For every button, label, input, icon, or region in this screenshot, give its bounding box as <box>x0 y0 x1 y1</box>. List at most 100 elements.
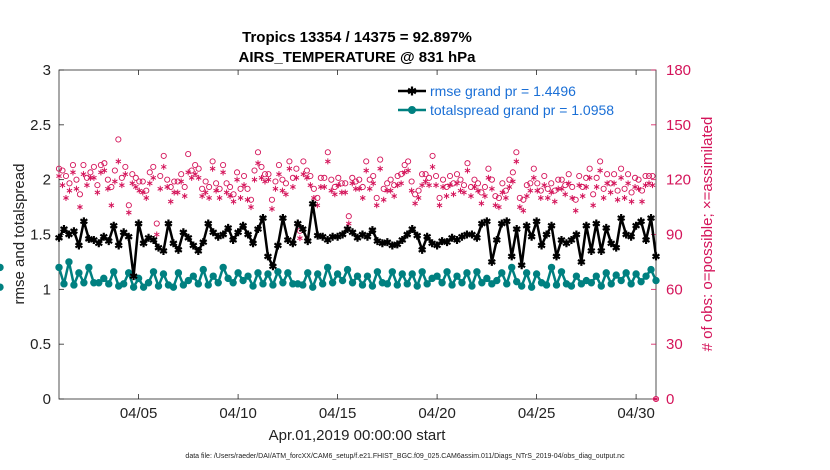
totalspread-point <box>517 282 526 290</box>
obs-assimilated-point <box>188 174 195 181</box>
obs-assimilated-point <box>122 171 129 178</box>
chart-subtitle: AIRS_TEMPERATURE @ 831 hPa <box>239 49 477 66</box>
obs-assimilated-point <box>251 176 258 183</box>
obs-assimilated-point <box>213 187 219 194</box>
rmse-point <box>482 217 491 226</box>
obs-assimilated-point <box>359 194 366 201</box>
obs-assimilated-point <box>527 187 534 194</box>
obs-possible-point <box>502 187 509 194</box>
totalspread-point <box>259 280 267 288</box>
obs-assimilated-point <box>450 191 457 198</box>
obs-assimilated-point <box>77 204 83 211</box>
rmse-point <box>617 214 626 223</box>
obs-assimilated-point <box>551 198 558 205</box>
totalspread-point <box>343 265 352 274</box>
obs-possible-point <box>150 163 157 170</box>
legend-rmse-star <box>407 86 417 96</box>
obs-possible-point <box>188 167 195 174</box>
obs-assimilated-point <box>349 180 356 187</box>
obs-possible-point <box>303 167 310 174</box>
legend-rmse-label: rmse grand pr = 1.4496 <box>430 83 576 99</box>
totalspread-point <box>393 281 401 289</box>
obs-assimilated-point <box>639 198 645 205</box>
rmse-point <box>433 241 442 250</box>
obs-possible-point <box>129 171 136 178</box>
obs-possible-point <box>492 193 499 200</box>
obs-possible-point <box>157 172 164 180</box>
obs-assimilated-point <box>614 196 621 203</box>
totalspread-point <box>413 282 421 290</box>
y-tick-label: 1 <box>43 281 51 298</box>
obs-possible-point <box>199 185 206 192</box>
obs-assimilated-point <box>625 180 631 187</box>
totalspread-point <box>244 272 252 280</box>
obs-assimilated-point <box>160 163 167 170</box>
obs-possible-point <box>115 136 122 143</box>
obs-possible-point <box>645 172 653 180</box>
obs-possible-point <box>586 165 593 172</box>
totalspread-point <box>433 272 441 280</box>
rmse-point <box>174 245 183 254</box>
obs-possible-point <box>143 187 150 194</box>
obs-assimilated-point <box>150 174 157 181</box>
obs-assimilated-point <box>206 194 212 201</box>
rmse-point <box>249 239 258 248</box>
obs-assimilated-point <box>454 180 460 187</box>
obs-assimilated-point <box>279 187 286 194</box>
rmse-point <box>408 225 417 234</box>
obs-possible-point <box>90 163 97 170</box>
totalspread-point <box>204 281 212 289</box>
totalspread-point <box>149 268 158 276</box>
obs-possible-point <box>481 183 488 191</box>
rmse-point <box>184 233 193 242</box>
obs-possible-point <box>307 172 314 180</box>
rmse-point <box>199 238 208 247</box>
obs-assimilated-point <box>220 169 226 176</box>
totalspread-point <box>617 276 625 285</box>
obs-possible-point <box>101 160 108 167</box>
y2-axis-label: # of obs: o=possible; ×=assimilated <box>699 117 716 352</box>
rmse-point <box>368 226 377 235</box>
rmse-point <box>487 257 496 266</box>
obs-assimilated-point <box>244 196 251 203</box>
obs-possible-point <box>275 161 282 169</box>
y-tick-label: 0.5 <box>30 336 51 353</box>
obs-assimilated-point <box>181 193 188 200</box>
rmse-point <box>363 232 372 241</box>
rmse-point <box>587 246 596 255</box>
totalspread-point <box>60 280 68 288</box>
rmse-point <box>234 228 243 237</box>
totalspread-point <box>323 263 332 272</box>
obs-assimilated-point <box>63 194 69 201</box>
legend-spread-label: totalspread grand pr = 1.0958 <box>430 102 614 118</box>
totalspread-point <box>274 268 282 276</box>
obs-assimilated-point <box>125 209 132 216</box>
obs-possible-point <box>118 174 125 181</box>
obs-assimilated-point <box>115 158 122 165</box>
x-tick-label: 04/20 <box>418 405 456 422</box>
totalspread-point <box>597 282 605 290</box>
totalspread-point <box>105 280 113 288</box>
obs-assimilated-point <box>583 183 590 190</box>
totalspread-point <box>318 280 327 288</box>
rmse-point <box>567 235 576 244</box>
y-tick-label: 2.5 <box>30 117 51 134</box>
obs-assimilated-point <box>178 178 185 185</box>
rmse-point <box>532 217 541 226</box>
obs-possible-point <box>335 174 342 181</box>
obs-assimilated-point <box>600 194 607 201</box>
totalspread-point <box>214 279 222 287</box>
rmse-point <box>104 237 113 246</box>
obs-assimilated-point <box>586 174 593 181</box>
obs-assimilated-point <box>489 185 495 192</box>
obs-possible-point <box>122 163 129 170</box>
obs-possible-point <box>621 185 628 192</box>
obs-possible-point <box>597 158 604 165</box>
obs-assimilated-point <box>548 189 555 196</box>
obs-possible-point <box>62 172 70 180</box>
obs-possible-point <box>328 176 335 183</box>
totalspread-point <box>438 279 446 287</box>
obs-possible-point <box>523 182 530 189</box>
obs-assimilated-point <box>146 180 153 187</box>
totalspread-point <box>503 280 511 288</box>
